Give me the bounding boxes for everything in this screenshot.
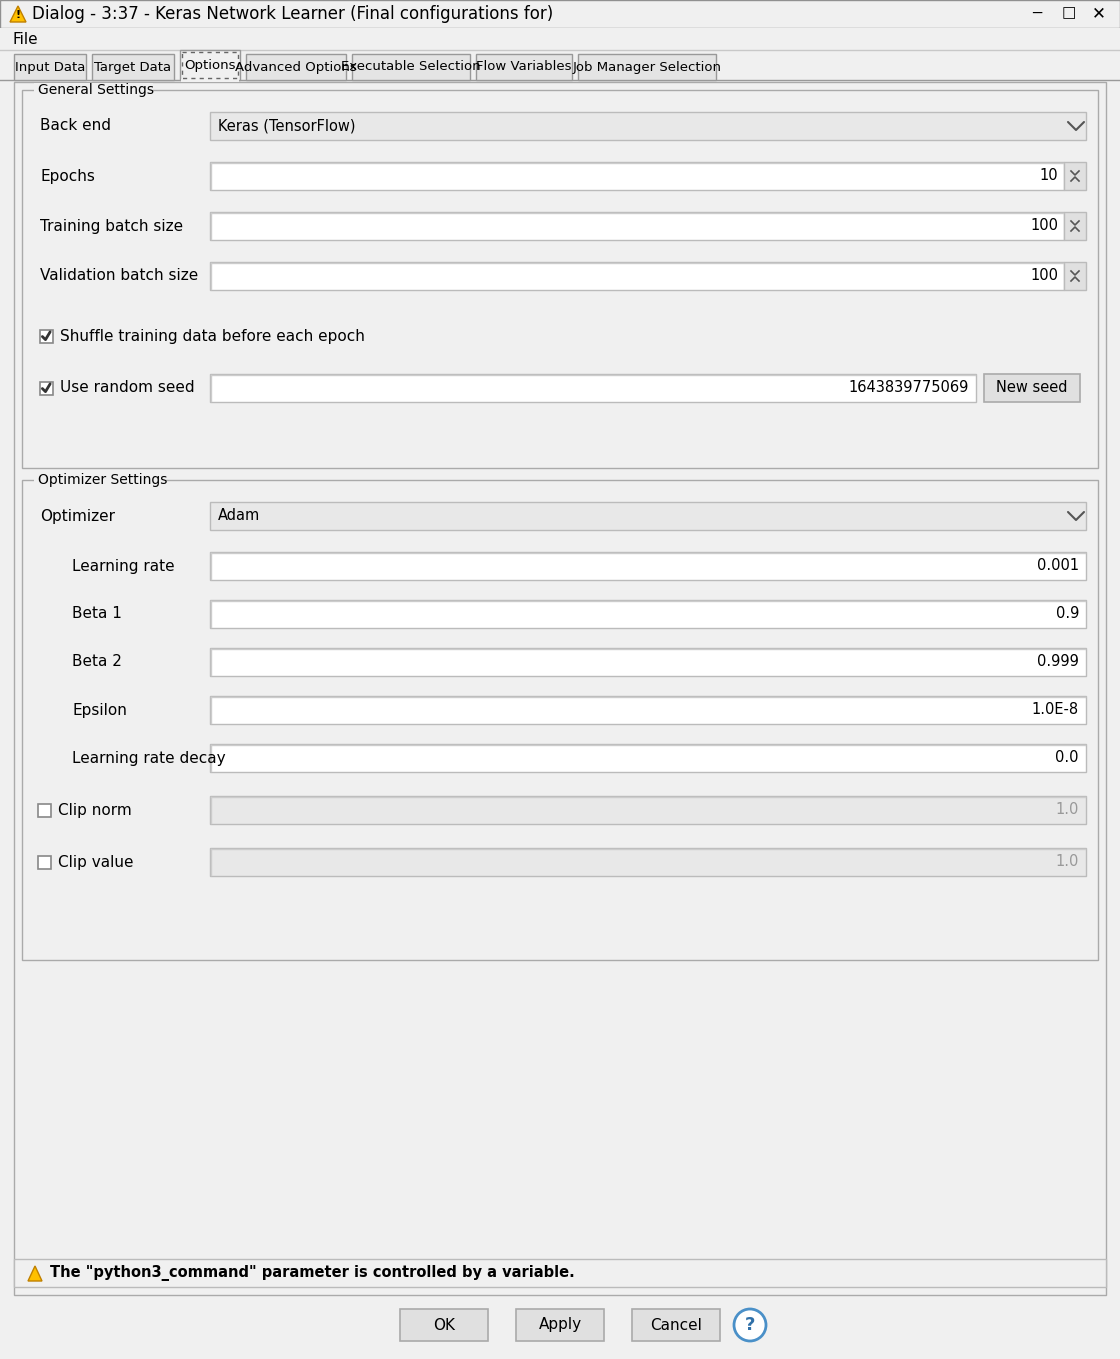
Bar [516, 1309, 604, 1341]
Bar [37, 803, 50, 817]
Bar [632, 1309, 720, 1341]
Bar [1064, 262, 1086, 289]
Text: Apply: Apply [539, 1317, 581, 1333]
Bar [246, 54, 346, 80]
Bar [0, 29, 1120, 50]
Text: File: File [12, 31, 38, 46]
Text: Optimizer Settings: Optimizer Settings [38, 473, 167, 487]
Bar [37, 856, 50, 868]
Bar [181, 52, 237, 77]
Text: Options: Options [185, 58, 235, 72]
Text: Keras (TensorFlow): Keras (TensorFlow) [218, 118, 355, 133]
Text: Validation batch size: Validation batch size [40, 269, 198, 284]
Bar [211, 848, 1086, 877]
Bar [13, 54, 86, 80]
Bar [1064, 162, 1086, 190]
Text: 10: 10 [1039, 169, 1058, 183]
Text: General Settings: General Settings [38, 83, 153, 96]
Text: ?: ? [745, 1316, 755, 1335]
Text: 100: 100 [1030, 219, 1058, 234]
Bar [400, 1309, 488, 1341]
Text: Clip value: Clip value [58, 855, 133, 870]
Text: Clip norm: Clip norm [58, 803, 132, 818]
Bar [211, 696, 1086, 724]
Text: Beta 1: Beta 1 [72, 606, 122, 621]
Text: Dialog - 3:37 - Keras Network Learner (Final configurations for): Dialog - 3:37 - Keras Network Learner (F… [32, 5, 553, 23]
Bar [352, 54, 470, 80]
Text: 0.001: 0.001 [1037, 559, 1079, 573]
Text: Use random seed: Use random seed [60, 381, 195, 395]
Text: !: ! [16, 10, 20, 20]
Bar [211, 162, 1064, 190]
Bar [211, 552, 1086, 580]
Text: 0.999: 0.999 [1037, 655, 1079, 670]
Text: Beta 2: Beta 2 [72, 655, 122, 670]
Bar [92, 54, 174, 80]
Bar [39, 382, 53, 394]
Text: Adam: Adam [218, 508, 260, 523]
Text: Epsilon: Epsilon [72, 703, 127, 718]
Text: Learning rate: Learning rate [72, 559, 175, 573]
Text: Job Manager Selection: Job Manager Selection [572, 61, 721, 73]
Text: ─: ─ [1032, 5, 1042, 20]
Text: 1.0E-8: 1.0E-8 [1032, 703, 1079, 718]
Text: Input Data: Input Data [15, 61, 85, 73]
Text: □: □ [1062, 5, 1076, 20]
Bar [211, 796, 1086, 824]
Text: 100: 100 [1030, 269, 1058, 284]
Bar [578, 54, 716, 80]
Bar [22, 90, 1098, 467]
Bar [34, 473, 167, 487]
Text: Back end: Back end [40, 118, 111, 133]
Text: 0.9: 0.9 [1056, 606, 1079, 621]
Bar [211, 601, 1086, 628]
Circle shape [734, 1309, 766, 1341]
Bar [211, 648, 1086, 675]
Text: Optimizer: Optimizer [40, 508, 115, 523]
Bar [1064, 212, 1086, 241]
Bar [39, 329, 53, 342]
Bar [22, 480, 1098, 959]
Bar [180, 50, 240, 80]
Text: Target Data: Target Data [94, 61, 171, 73]
Bar [0, 0, 1120, 29]
Text: The "python3_command" parameter is controlled by a variable.: The "python3_command" parameter is contr… [50, 1265, 575, 1282]
Bar [13, 82, 1105, 1295]
Text: 0.0: 0.0 [1055, 750, 1079, 765]
Bar [211, 111, 1086, 140]
Text: 1.0: 1.0 [1056, 803, 1079, 818]
Text: New seed: New seed [997, 381, 1067, 395]
Text: Learning rate decay: Learning rate decay [72, 750, 225, 765]
Bar [211, 501, 1086, 530]
Bar [211, 262, 1064, 289]
Text: 1.0: 1.0 [1056, 855, 1079, 870]
Bar [211, 212, 1064, 241]
Text: Epochs: Epochs [40, 169, 95, 183]
Bar [34, 83, 152, 96]
Bar [211, 743, 1086, 772]
Bar [181, 79, 239, 82]
Bar [211, 374, 976, 402]
Bar [476, 54, 572, 80]
Text: Flow Variables: Flow Variables [476, 61, 571, 73]
Text: Training batch size: Training batch size [40, 219, 184, 234]
Bar [984, 374, 1080, 402]
Text: Executable Selection: Executable Selection [342, 61, 480, 73]
Polygon shape [10, 5, 26, 22]
Text: Cancel: Cancel [650, 1317, 702, 1333]
Text: OK: OK [433, 1317, 455, 1333]
Text: Advanced Options: Advanced Options [235, 61, 357, 73]
Text: 1643839775069: 1643839775069 [849, 381, 969, 395]
Bar [13, 1258, 1105, 1287]
Text: Shuffle training data before each epoch: Shuffle training data before each epoch [60, 329, 365, 344]
Text: ✕: ✕ [1092, 4, 1105, 22]
Polygon shape [28, 1267, 43, 1282]
